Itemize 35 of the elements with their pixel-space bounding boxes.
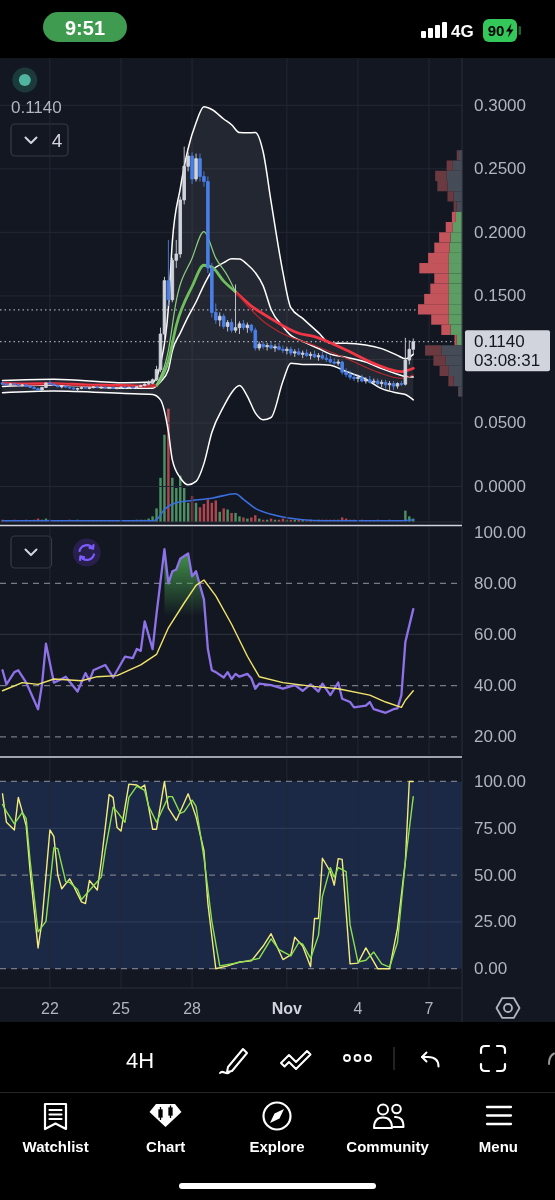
text: Chart [146, 1137, 186, 1155]
x-tick-label: 28 [183, 999, 202, 1017]
x-tick-label: Nov [271, 999, 303, 1017]
annotation: 0.1140 [11, 97, 62, 117]
y-tick-label: 60.00 [474, 624, 517, 644]
y-tick-label: 50.00 [474, 865, 517, 885]
text: Menu [478, 1137, 518, 1155]
ref-line-label: 0.1140 [474, 332, 525, 352]
y-tick-label: 0.00 [474, 959, 508, 979]
x-tick-label: 22 [41, 999, 59, 1017]
text: 4G [451, 21, 474, 41]
text: 03:08:31 [474, 351, 541, 371]
y-tick-label: 100.00 [474, 522, 526, 542]
x-tick-label: 25 [112, 999, 130, 1017]
y-tick-label: 80.00 [474, 573, 517, 593]
annotation: 4 [51, 130, 63, 151]
text: Community [346, 1137, 430, 1155]
x-tick-label: 7 [424, 999, 434, 1017]
text: 9:51 [64, 16, 106, 39]
y-tick-label: 0.3000 [474, 95, 526, 115]
y-tick-label: 100.00 [474, 771, 526, 791]
y-tick-label: 40.00 [474, 676, 517, 696]
y-tick-label: 0.2500 [474, 159, 526, 179]
y-tick-label: 25.00 [474, 912, 517, 932]
text: Watchlist [22, 1137, 89, 1155]
y-tick-label: 75.00 [474, 818, 517, 838]
text: 4H [125, 1047, 155, 1073]
text: 90 [487, 22, 505, 39]
y-tick-label: 0.1500 [474, 286, 526, 306]
y-tick-label: 0.0500 [474, 413, 526, 433]
text: Explore [249, 1137, 305, 1155]
y-tick-label: 20.00 [474, 727, 517, 747]
x-tick-label: 4 [353, 999, 363, 1017]
y-tick-label: 0.0000 [474, 477, 526, 497]
y-tick-label: 0.2000 [474, 222, 526, 242]
